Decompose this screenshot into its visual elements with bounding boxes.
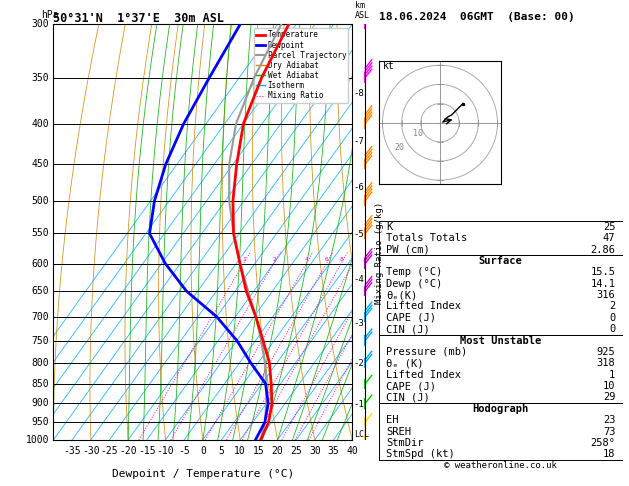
Text: 450: 450 bbox=[31, 159, 49, 169]
Text: Surface: Surface bbox=[479, 256, 523, 266]
Text: 10: 10 bbox=[235, 446, 246, 456]
Text: Most Unstable: Most Unstable bbox=[460, 336, 542, 346]
Text: 300: 300 bbox=[31, 19, 49, 29]
Text: 23: 23 bbox=[603, 415, 615, 425]
Text: -5: -5 bbox=[178, 446, 190, 456]
Text: -35: -35 bbox=[64, 446, 81, 456]
Text: -25: -25 bbox=[101, 446, 118, 456]
Text: 2: 2 bbox=[609, 301, 615, 312]
Text: 0: 0 bbox=[200, 446, 206, 456]
Text: LCL: LCL bbox=[353, 430, 369, 439]
Text: 258°: 258° bbox=[591, 438, 615, 448]
Text: -7: -7 bbox=[353, 137, 364, 146]
Text: 15: 15 bbox=[253, 446, 265, 456]
Text: -20: -20 bbox=[120, 446, 137, 456]
Text: 316: 316 bbox=[597, 290, 615, 300]
Text: 25: 25 bbox=[291, 446, 302, 456]
Text: K: K bbox=[386, 222, 392, 232]
Text: 850: 850 bbox=[31, 379, 49, 389]
Text: 47: 47 bbox=[603, 233, 615, 243]
Text: Mixing Ratio (g/kg): Mixing Ratio (g/kg) bbox=[375, 202, 384, 304]
Text: 5: 5 bbox=[219, 446, 225, 456]
Legend: Temperature, Dewpoint, Parcel Trajectory, Dry Adiabat, Wet Adiabat, Isotherm, Mi: Temperature, Dewpoint, Parcel Trajectory… bbox=[253, 28, 348, 103]
Text: CAPE (J): CAPE (J) bbox=[386, 381, 436, 391]
Text: 18.06.2024  06GMT  (Base: 00): 18.06.2024 06GMT (Base: 00) bbox=[379, 12, 574, 22]
Text: -2: -2 bbox=[353, 359, 364, 368]
Text: -15: -15 bbox=[138, 446, 155, 456]
Text: 18: 18 bbox=[603, 450, 615, 459]
Text: km
ASL: km ASL bbox=[355, 1, 370, 20]
Text: θₑ(K): θₑ(K) bbox=[386, 290, 417, 300]
Text: 800: 800 bbox=[31, 358, 49, 368]
Text: 15.5: 15.5 bbox=[591, 267, 615, 278]
Text: 20: 20 bbox=[394, 142, 404, 152]
Text: -3: -3 bbox=[353, 319, 364, 328]
Text: CIN (J): CIN (J) bbox=[386, 324, 430, 334]
Text: -30: -30 bbox=[82, 446, 99, 456]
Text: StmDir: StmDir bbox=[386, 438, 423, 448]
Text: SREH: SREH bbox=[386, 427, 411, 436]
Text: 350: 350 bbox=[31, 72, 49, 83]
Text: Lifted Index: Lifted Index bbox=[386, 301, 461, 312]
Text: kt: kt bbox=[382, 61, 394, 71]
Text: 550: 550 bbox=[31, 228, 49, 239]
Text: Dewpoint / Temperature (°C): Dewpoint / Temperature (°C) bbox=[112, 469, 294, 479]
Text: 750: 750 bbox=[31, 335, 49, 346]
Text: StmSpd (kt): StmSpd (kt) bbox=[386, 450, 455, 459]
Text: -1: -1 bbox=[353, 399, 364, 409]
Text: 50°31'N  1°37'E  30m ASL: 50°31'N 1°37'E 30m ASL bbox=[53, 12, 225, 25]
Text: 1: 1 bbox=[242, 258, 246, 262]
Text: Pressure (mb): Pressure (mb) bbox=[386, 347, 467, 357]
Text: -5: -5 bbox=[353, 229, 364, 239]
Text: 400: 400 bbox=[31, 119, 49, 129]
Text: 6: 6 bbox=[325, 258, 329, 262]
Text: 700: 700 bbox=[31, 312, 49, 322]
Text: -10: -10 bbox=[157, 446, 174, 456]
Text: -4: -4 bbox=[353, 275, 364, 284]
Text: 73: 73 bbox=[603, 427, 615, 436]
Text: 14.1: 14.1 bbox=[591, 278, 615, 289]
Text: 2.86: 2.86 bbox=[591, 244, 615, 255]
Text: Totals Totals: Totals Totals bbox=[386, 233, 467, 243]
Text: © weatheronline.co.uk: © weatheronline.co.uk bbox=[444, 461, 557, 470]
Text: CIN (J): CIN (J) bbox=[386, 393, 430, 402]
Text: 650: 650 bbox=[31, 286, 49, 296]
Text: Hodograph: Hodograph bbox=[472, 404, 529, 414]
Text: CAPE (J): CAPE (J) bbox=[386, 313, 436, 323]
Text: hPa: hPa bbox=[42, 10, 59, 20]
Text: 40: 40 bbox=[347, 446, 358, 456]
Text: 925: 925 bbox=[597, 347, 615, 357]
Text: 900: 900 bbox=[31, 399, 49, 408]
Text: 35: 35 bbox=[328, 446, 340, 456]
Text: 600: 600 bbox=[31, 259, 49, 269]
Text: 950: 950 bbox=[31, 417, 49, 427]
Text: -6: -6 bbox=[353, 183, 364, 192]
Text: 29: 29 bbox=[603, 393, 615, 402]
Text: 4: 4 bbox=[305, 258, 309, 262]
Text: θₑ (K): θₑ (K) bbox=[386, 358, 423, 368]
Text: 1: 1 bbox=[609, 370, 615, 380]
Text: -8: -8 bbox=[353, 89, 364, 98]
Text: Dewp (°C): Dewp (°C) bbox=[386, 278, 442, 289]
Text: 2: 2 bbox=[272, 258, 276, 262]
Text: 500: 500 bbox=[31, 195, 49, 206]
Text: PW (cm): PW (cm) bbox=[386, 244, 430, 255]
Text: 10: 10 bbox=[413, 129, 423, 138]
Text: EH: EH bbox=[386, 415, 399, 425]
Text: Temp (°C): Temp (°C) bbox=[386, 267, 442, 278]
Text: 25: 25 bbox=[603, 222, 615, 232]
Text: Lifted Index: Lifted Index bbox=[386, 370, 461, 380]
Text: 0: 0 bbox=[609, 313, 615, 323]
Text: 0: 0 bbox=[609, 324, 615, 334]
Text: 1000: 1000 bbox=[26, 435, 49, 445]
Text: 8: 8 bbox=[340, 258, 343, 262]
Text: 30: 30 bbox=[309, 446, 321, 456]
Text: 10: 10 bbox=[603, 381, 615, 391]
Text: 20: 20 bbox=[272, 446, 284, 456]
Text: 318: 318 bbox=[597, 358, 615, 368]
